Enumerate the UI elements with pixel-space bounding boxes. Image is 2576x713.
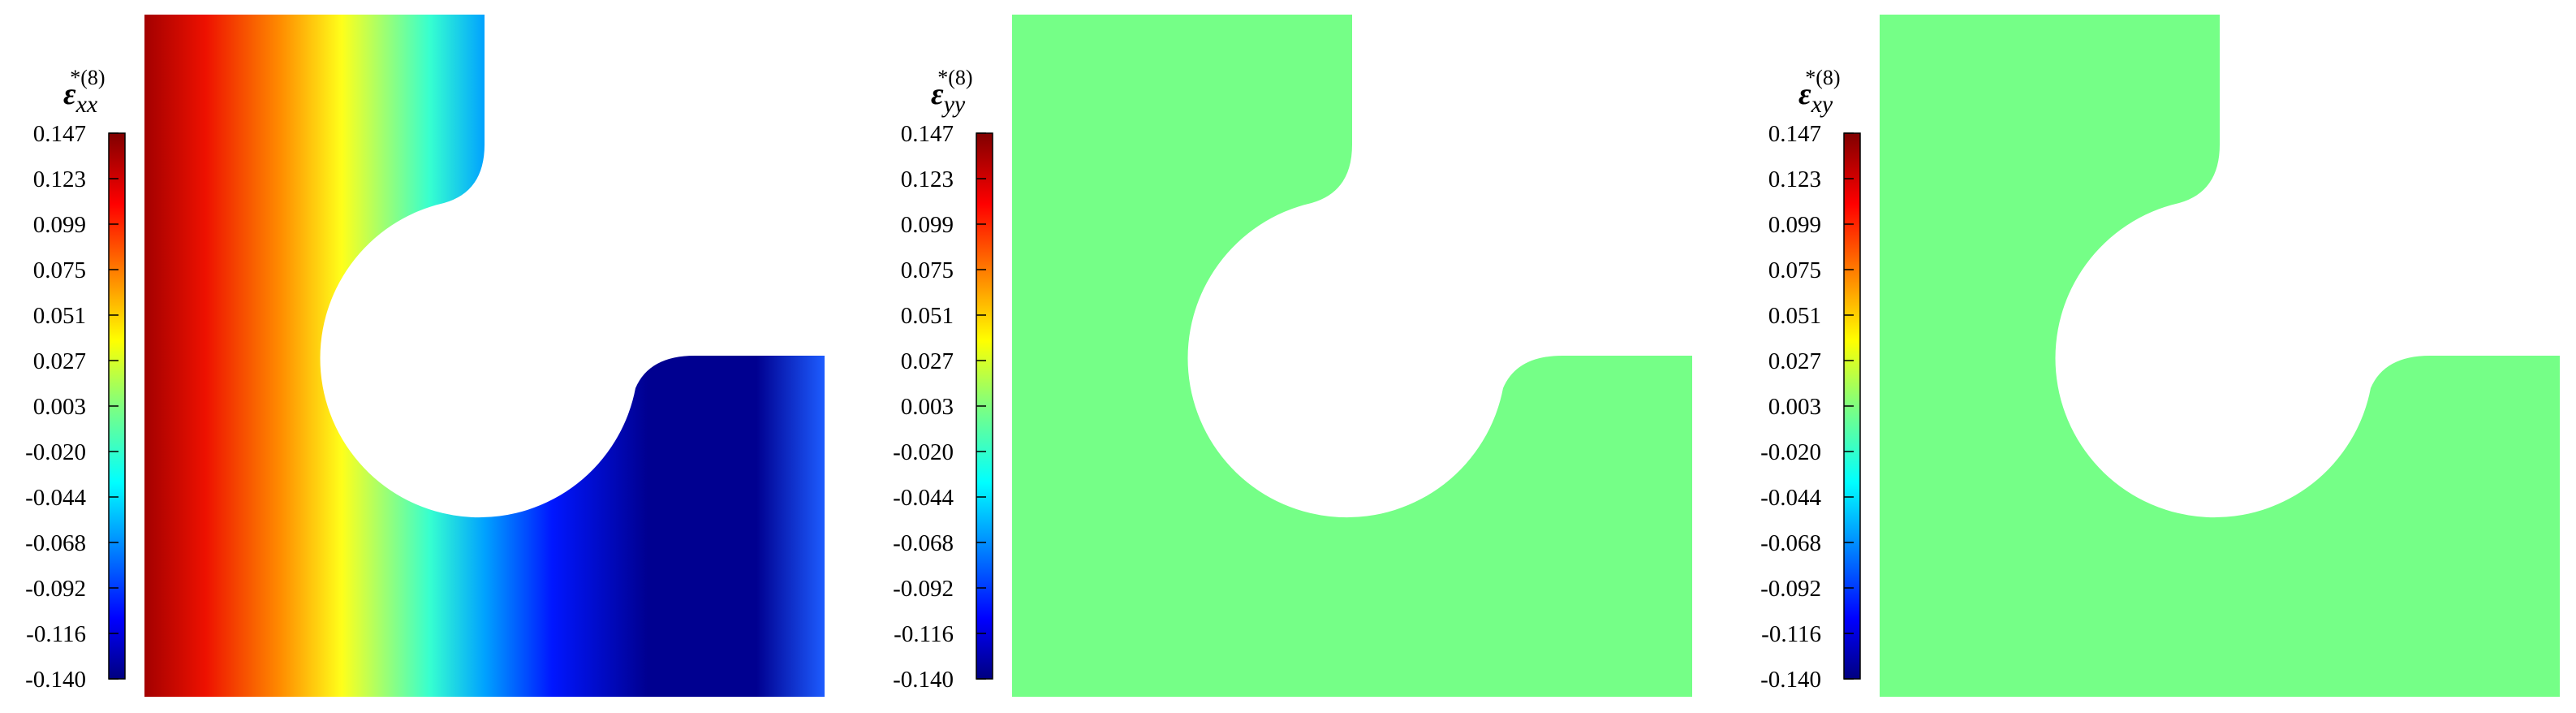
colorbar-ticks: 0.147 0.123 0.099 0.075 0.051 0.027 0.003 -0.02… (25, 121, 118, 693)
colorbar-ticks: 0.147 0.123 0.099 0.075 0.051 0.027 0.003 -0.02… (893, 121, 986, 693)
colorbar-title-superscript: *(8) (937, 66, 972, 89)
colorbar-ticks: 0.147 0.123 0.099 0.075 0.051 0.027 0.003 -0.02… (1760, 121, 1854, 693)
colorbar-tick-label: -0.020 (1760, 439, 1821, 465)
field-domain (1012, 15, 1692, 697)
colorbar-title-symbol: ε (931, 77, 944, 111)
colorbar-tick-label: -0.044 (893, 485, 954, 511)
colorbar-tick-label: -0.140 (893, 667, 954, 693)
colorbar-tick-label: 0.147 (1768, 121, 1821, 147)
field-domain (144, 15, 825, 697)
colorbar-title-symbol: ε (63, 77, 76, 111)
colorbar-tick-label: 0.075 (33, 257, 86, 283)
colorbar-title-subscript: yy (941, 91, 966, 118)
colorbar-tick-label: -0.092 (1760, 576, 1821, 602)
colorbar-tick-label: -0.116 (894, 621, 954, 647)
colorbar-title-superscript: *(8) (70, 66, 105, 89)
colorbar-title: εxx*(8) (63, 66, 106, 118)
colorbar-tick-label: 0.003 (1768, 394, 1821, 420)
colorbar-tick-label: 0.003 (33, 394, 86, 420)
colorbar-tick-label: 0.027 (901, 348, 954, 374)
colorbar-tick-label: 0.099 (901, 212, 954, 238)
colorbar-title: εyy*(8) (931, 66, 973, 118)
colorbar-tick-label: -0.020 (893, 439, 954, 465)
colorbar-tick-label: -0.044 (25, 485, 86, 511)
colorbar-tick-label: 0.003 (901, 394, 954, 420)
colorbar-tick-label: -0.116 (26, 621, 86, 647)
colorbar-tick-label: -0.092 (893, 576, 954, 602)
colorbar-tick-label: -0.044 (1760, 485, 1821, 511)
panel-exy: εxy*(8) 0.1470.1230.0990.0750.0510.0270.… (1760, 15, 2560, 697)
colorbar-title-subscript: xx (75, 91, 98, 118)
field-domain (1880, 15, 2560, 697)
colorbar-tick-label: -0.140 (25, 667, 86, 693)
panel-exx: εxx*(8) 0.1470.1230.0990.0750.0510.0270.… (25, 15, 825, 697)
colorbar-tick-label: 0.099 (1768, 212, 1821, 238)
colorbar-title: εxy*(8) (1798, 66, 1841, 118)
colorbar-tick-label: 0.051 (33, 303, 86, 329)
colorbar-tick-label: 0.027 (1768, 348, 1821, 374)
colorbar-tick-label: -0.092 (25, 576, 86, 602)
colorbar-tick-label: 0.147 (901, 121, 954, 147)
colorbar-tick-label: 0.051 (901, 303, 954, 329)
colorbar-tick-label: -0.140 (1760, 667, 1821, 693)
colorbar-tick-label: 0.147 (33, 121, 86, 147)
colorbar-tick-label: 0.051 (1768, 303, 1821, 329)
colorbar-tick-label: -0.068 (1760, 530, 1821, 556)
colorbar-tick-label: 0.075 (1768, 257, 1821, 283)
colorbar-tick-label: 0.123 (901, 166, 954, 192)
colorbar-tick-label: 0.123 (33, 166, 86, 192)
colorbar-title-symbol: ε (1798, 77, 1811, 111)
colorbar-title-superscript: *(8) (1805, 66, 1840, 89)
colorbar-tick-label: -0.116 (1761, 621, 1821, 647)
colorbar-tick-label: -0.020 (25, 439, 86, 465)
panel-eyy: εyy*(8) 0.1470.1230.0990.0750.0510.0270.… (893, 15, 1692, 697)
colorbar-tick-label: -0.068 (25, 530, 86, 556)
colorbar-tick-label: -0.068 (893, 530, 954, 556)
colorbar-tick-label: 0.075 (901, 257, 954, 283)
colorbar-title-subscript: xy (1811, 91, 1833, 118)
colorbar-tick-label: 0.123 (1768, 166, 1821, 192)
colorbar-tick-label: 0.099 (33, 212, 86, 238)
colorbar-tick-label: 0.027 (33, 348, 86, 374)
